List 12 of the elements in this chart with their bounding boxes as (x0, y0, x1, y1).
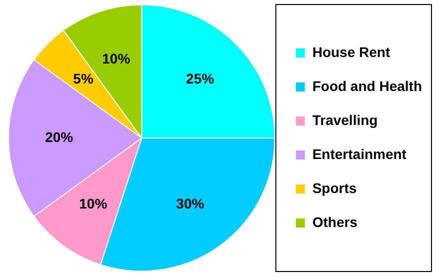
data-label: 25% (186, 70, 215, 86)
legend-label: House Rent (312, 44, 390, 60)
legend-label: Travelling (312, 112, 378, 128)
legend-label: Food and Health (312, 78, 422, 94)
data-label: 5% (73, 70, 94, 86)
data-label: 10% (79, 196, 108, 212)
data-label: 20% (45, 128, 74, 145)
legend-label: Others (312, 214, 358, 230)
legend-label: Entertainment (312, 146, 407, 162)
data-label: 10% (102, 50, 131, 66)
legend-label: Sports (312, 180, 357, 196)
data-label: 30% (176, 196, 205, 212)
